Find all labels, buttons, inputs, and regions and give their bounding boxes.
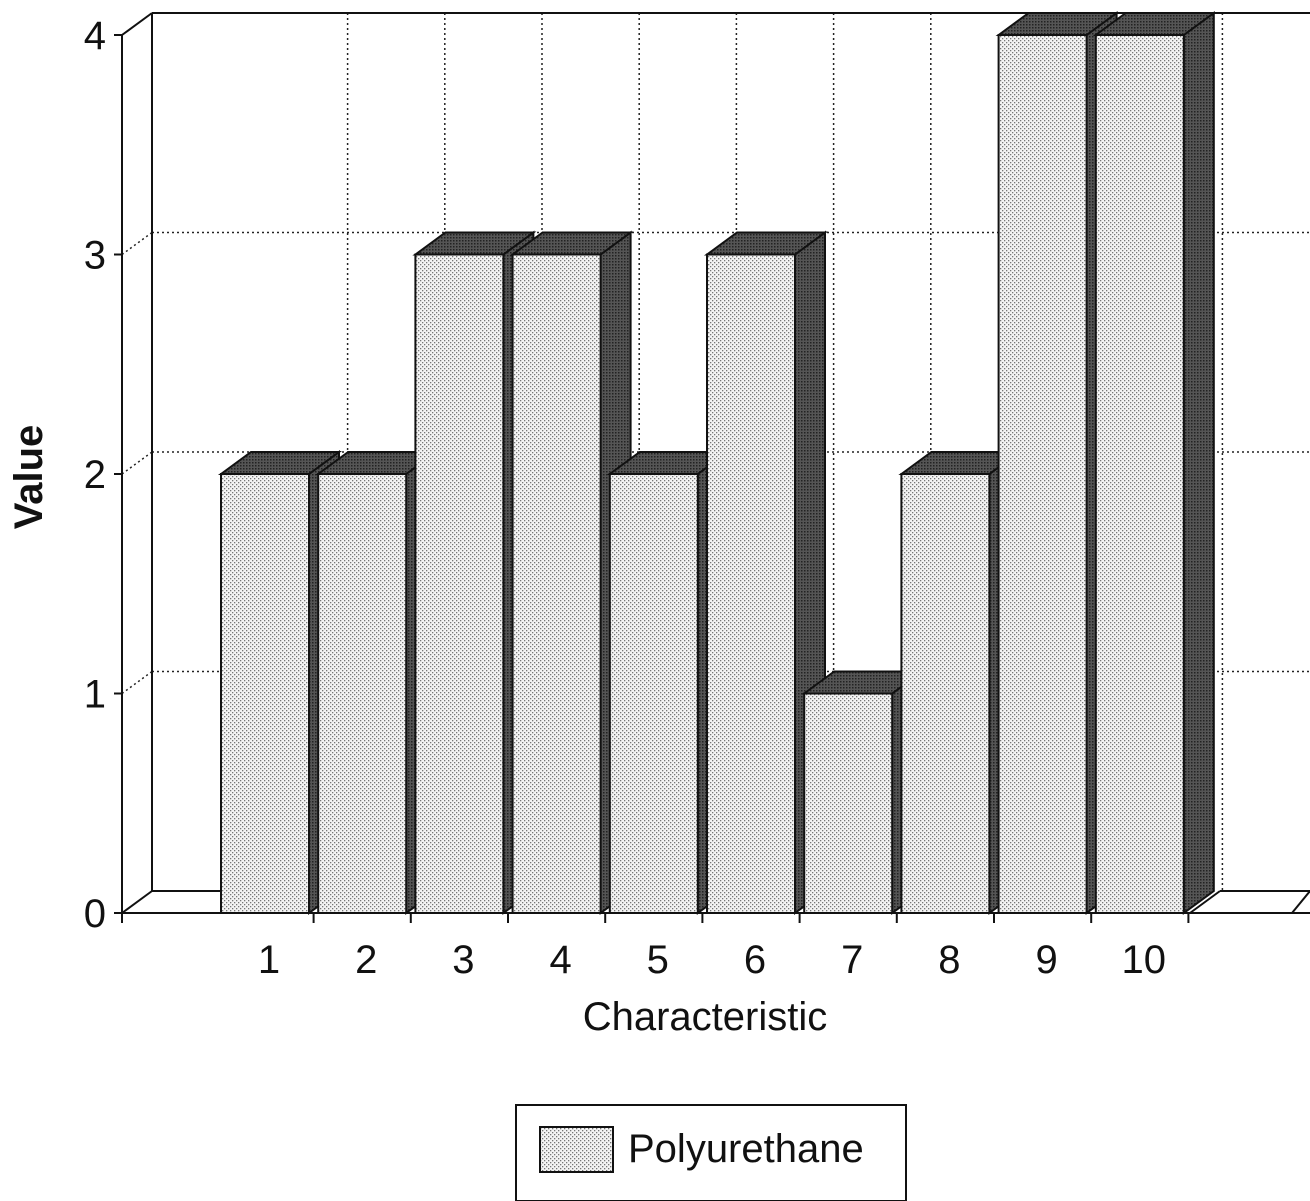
x-tick-label: 8 [938,938,960,982]
gridline-side [121,451,153,475]
y-tick-label: 1 [84,673,106,717]
floor-right-edge [1189,890,1221,914]
x-tick-label: 3 [452,938,474,982]
bar-10 [1092,11,1217,915]
bar-front-face [706,253,796,914]
bar-front-face [997,34,1088,914]
y-tick-labels: 0 1 2 3 4 [84,14,106,936]
y-tick-label: 2 [84,453,106,497]
gridline-side [121,670,153,695]
x-tick-label: 5 [647,938,669,982]
legend: Polyurethane [515,1104,907,1201]
x-tick-label: 4 [549,938,571,982]
x-tick-label: 9 [1035,938,1057,982]
bar-front-face [900,473,991,914]
x-tick-label: 6 [744,938,766,982]
x-tick-labels: 1 2 3 4 5 6 7 8 9 10 [258,938,1166,982]
axis-top-edge [121,12,153,36]
x-tick-label: 7 [841,938,863,982]
bar-9 [995,11,1120,915]
y-tick-label: 3 [84,234,106,278]
bar-front-face [608,473,699,914]
bar-4 [509,230,634,915]
y-tick-label: 0 [84,892,106,936]
legend-swatch [539,1126,614,1173]
bar-front-face [511,253,602,914]
bar-front-face [220,473,310,914]
floor-left-edge [121,890,153,914]
x-tick-label: 2 [355,938,377,982]
bar-front-face [317,473,408,914]
x-axis-title: Characteristic [583,995,828,1039]
bar-side-face [1182,11,1215,915]
floor-far-edge [1291,890,1310,914]
gridline-side [121,231,153,256]
bar-front-face [1094,34,1185,914]
bar-front-face [803,692,894,914]
y-axis-title: Value [7,425,51,530]
x-tick-label: 10 [1122,938,1167,982]
x-tick-label: 1 [258,938,280,982]
bars [217,11,1217,915]
bar-front-face [414,253,505,914]
legend-label: Polyurethane [628,1127,864,1171]
y-tick-label: 4 [84,14,106,58]
